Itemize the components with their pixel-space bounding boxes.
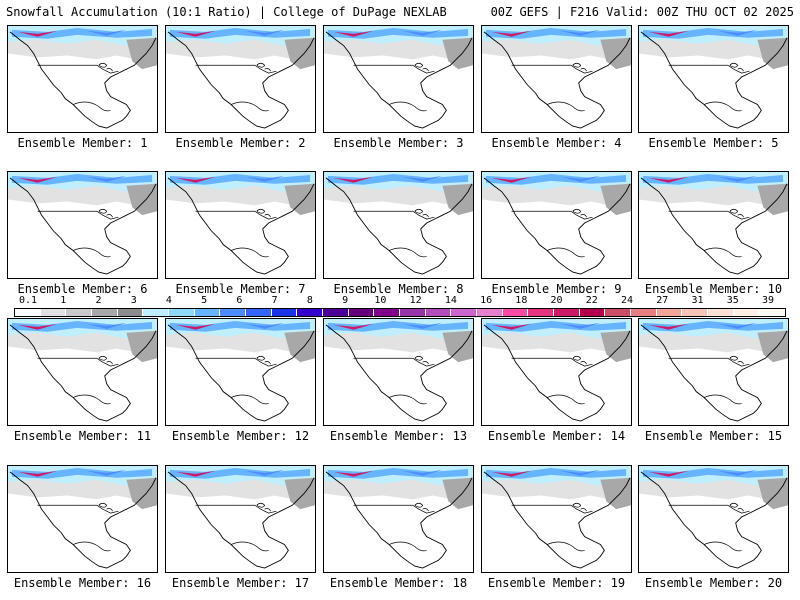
- colorbar-segment: [66, 309, 93, 316]
- colorbar-segment: [425, 309, 452, 316]
- ensemble-member-label: Ensemble Member: 20: [644, 576, 783, 590]
- ensemble-member-map: [638, 171, 789, 279]
- colorbar-tick-label: 22: [585, 295, 598, 306]
- ensemble-member-map: [165, 171, 316, 279]
- colorbar-tick-label: 6: [236, 295, 243, 306]
- ensemble-member-map: [323, 171, 474, 279]
- colorbar-tick-label: 2: [95, 295, 102, 306]
- colorbar-tick-label: 31: [691, 295, 704, 306]
- ensemble-member-label: Ensemble Member: 15: [644, 429, 783, 443]
- ensemble-member-label: Ensemble Member: 5: [648, 136, 779, 150]
- colorbar-segment: [502, 309, 529, 316]
- colorbar-segment: [117, 309, 144, 316]
- colorbar-tick-label: 4: [165, 295, 172, 306]
- ensemble-member-map: [7, 318, 158, 426]
- colorbar-labels: 0.1 1 2 3 4 5 6 7 8 9 10 12 14 16 18 20 22 24 27 31 35 39: [14, 295, 786, 307]
- colorbar-tick-label: 20: [550, 295, 563, 306]
- colorbar-segment: [528, 309, 555, 316]
- colorbar-tick-label: 9: [342, 295, 349, 306]
- colorbar-segment: [323, 309, 349, 316]
- colorbar-segment: [143, 309, 170, 316]
- ensemble-member-map: [481, 318, 632, 426]
- colorbar-segment: [554, 309, 580, 316]
- colorbar-segment: [92, 309, 118, 316]
- ensemble-member-label: Ensemble Member: 8: [333, 282, 464, 296]
- ensemble-member-map: [323, 318, 474, 426]
- colorbar-segment: [733, 309, 760, 316]
- colorbar-segment: [297, 309, 324, 316]
- ensemble-member-map: [7, 25, 158, 133]
- colorbar-segment: [271, 309, 298, 316]
- colorbar-tick-label: 14: [444, 295, 457, 306]
- ensemble-member-label: Ensemble Member: 4: [491, 136, 622, 150]
- colorbar-tick-label: 10: [374, 295, 387, 306]
- colorbar-segment: [451, 309, 478, 316]
- ensemble-member-map: [481, 465, 632, 573]
- ensemble-member-label: Ensemble Member: 19: [487, 576, 626, 590]
- colorbar-tick-label: 24: [621, 295, 634, 306]
- colorbar-segment: [220, 309, 247, 316]
- colorbar-segment: [682, 309, 709, 316]
- colorbar-tick-label: 27: [656, 295, 669, 306]
- ensemble-member-map: [638, 318, 789, 426]
- colorbar-segment: [194, 309, 221, 316]
- snowfall-colorbar: [14, 308, 786, 317]
- ensemble-member-map: [7, 171, 158, 279]
- colorbar-segment: [656, 309, 683, 316]
- colorbar-tick-label: 39: [761, 295, 775, 306]
- colorbar-segment: [374, 309, 401, 316]
- ensemble-member-label: Ensemble Member: 6: [17, 282, 148, 296]
- ensemble-member-label: Ensemble Member: 14: [487, 429, 626, 443]
- colorbar-segment: [400, 309, 426, 316]
- ensemble-member-label: Ensemble Member: 1: [17, 136, 148, 150]
- ensemble-member-label: Ensemble Member: 16: [13, 576, 152, 590]
- ensemble-member-map: [165, 25, 316, 133]
- ensemble-member-map: [165, 465, 316, 573]
- ensemble-member-map: [165, 318, 316, 426]
- colorbar-tick-label: 35: [726, 295, 739, 306]
- colorbar-segment: [579, 309, 606, 316]
- colorbar-tick-label: 8: [306, 295, 313, 306]
- colorbar-segment: [169, 309, 195, 316]
- colorbar-segment: [605, 309, 632, 316]
- colorbar-segment: [631, 309, 657, 316]
- colorbar-tick-label: 1: [60, 295, 67, 306]
- ensemble-member-map: [7, 465, 158, 573]
- colorbar-segment: [15, 309, 41, 316]
- ensemble-member-map: [481, 171, 632, 279]
- ensemble-member-map: [638, 465, 789, 573]
- page-title: Snowfall Accumulation (10:1 Ratio) | Col…: [6, 5, 447, 19]
- ensemble-member-label: Ensemble Member: 2: [175, 136, 306, 150]
- ensemble-member-label: Ensemble Member: 10: [644, 282, 783, 296]
- ensemble-member-label: Ensemble Member: 7: [175, 282, 306, 296]
- ensemble-member-map: [323, 465, 474, 573]
- colorbar-segment: [246, 309, 272, 316]
- ensemble-member-label: Ensemble Member: 9: [491, 282, 622, 296]
- ensemble-member-map: [638, 25, 789, 133]
- ensemble-member-map: [481, 25, 632, 133]
- ensemble-member-map: [323, 25, 474, 133]
- colorbar-tick-label: 5: [201, 295, 208, 306]
- colorbar-tick-label: 7: [271, 295, 278, 306]
- model-run-info: 00Z GEFS | F216 Valid: 00Z THU OCT 02 20…: [490, 5, 794, 19]
- colorbar-segment: [708, 309, 734, 316]
- colorbar-tick-label: 3: [130, 295, 137, 306]
- colorbar-segment: [759, 309, 786, 316]
- ensemble-member-label: Ensemble Member: 3: [333, 136, 464, 150]
- colorbar-tick-label: 16: [480, 295, 493, 306]
- colorbar-tick-label: 12: [409, 295, 422, 306]
- colorbar-segment: [348, 309, 375, 316]
- ensemble-member-label: Ensemble Member: 18: [329, 576, 468, 590]
- colorbar-segment: [477, 309, 503, 316]
- ensemble-member-label: Ensemble Member: 12: [171, 429, 310, 443]
- ensemble-member-label: Ensemble Member: 11: [13, 429, 152, 443]
- ensemble-member-label: Ensemble Member: 13: [329, 429, 468, 443]
- ensemble-member-label: Ensemble Member: 17: [171, 576, 310, 590]
- colorbar-segment: [40, 309, 67, 316]
- colorbar-tick-label: 18: [515, 295, 528, 306]
- colorbar-tick-label: 0.1: [18, 295, 38, 306]
